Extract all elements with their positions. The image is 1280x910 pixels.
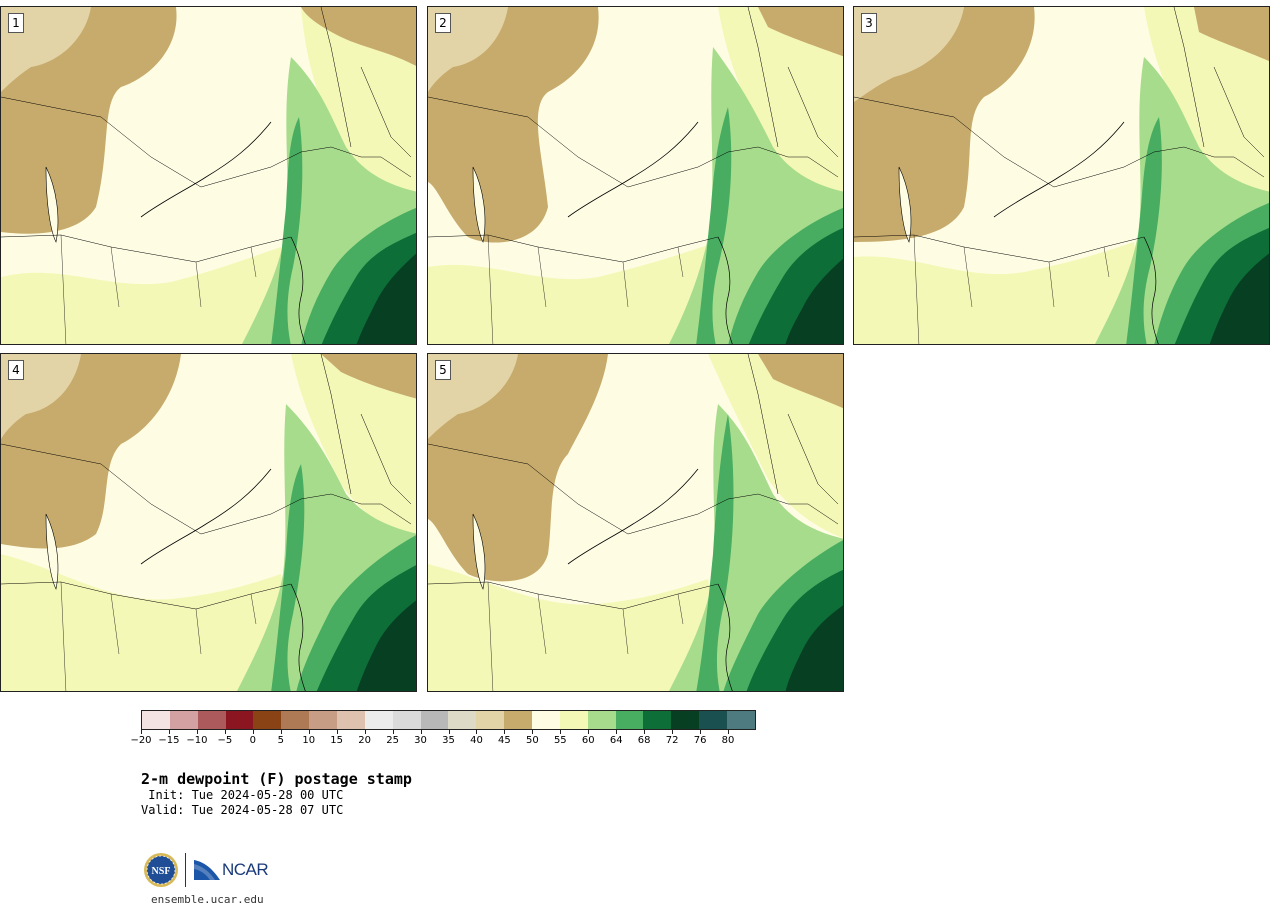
colorbar-swatch bbox=[225, 711, 254, 729]
colorbar-swatch bbox=[420, 711, 449, 729]
map-panel-2[interactable]: 2 bbox=[427, 6, 844, 345]
colorbar-tick-label: −10 bbox=[186, 735, 208, 746]
colorbar-tick bbox=[560, 730, 562, 734]
colorbar-tick-label: −15 bbox=[158, 735, 180, 746]
colorbar-tick-label: 50 bbox=[525, 735, 539, 746]
colorbar-tick bbox=[476, 730, 478, 734]
colorbar-tick bbox=[728, 730, 730, 734]
colorbar-tick bbox=[364, 730, 366, 734]
colorbar-swatch bbox=[504, 711, 533, 729]
colorbar-swatch bbox=[281, 711, 310, 729]
colorbar-swatch bbox=[197, 711, 226, 729]
colorbar-tick-label: 55 bbox=[553, 735, 567, 746]
colorbar-tick bbox=[588, 730, 590, 734]
colorbar-tick bbox=[252, 730, 254, 734]
colorbar-tick bbox=[224, 730, 226, 734]
panel-number: 2 bbox=[435, 13, 451, 33]
colorbar-tick bbox=[504, 730, 506, 734]
colorbar-tick bbox=[308, 730, 310, 734]
valid-time: Valid: Tue 2024-05-28 07 UTC bbox=[141, 803, 344, 817]
colorbar-swatch bbox=[532, 711, 560, 729]
colorbar-tick-label: 72 bbox=[665, 735, 679, 746]
colorbar-tick-label: 76 bbox=[693, 735, 707, 746]
colorbar bbox=[141, 710, 756, 730]
colorbar-swatch bbox=[253, 711, 282, 729]
colorbar-tick bbox=[196, 730, 198, 734]
panel-number: 4 bbox=[8, 360, 24, 380]
ncar-logo-text: NCAR bbox=[222, 860, 269, 879]
colorbar-tick-label: 25 bbox=[386, 735, 399, 746]
colorbar-tick bbox=[700, 730, 702, 734]
colorbar-swatch bbox=[559, 711, 588, 729]
panel-number: 3 bbox=[861, 13, 877, 33]
colorbar-tick-label: 30 bbox=[414, 735, 427, 746]
colorbar-tick-label: 20 bbox=[358, 735, 371, 746]
map-panel-5[interactable]: 5 bbox=[427, 353, 844, 692]
colorbar-tick bbox=[420, 730, 422, 734]
colorbar-tick bbox=[168, 730, 170, 734]
map-panel-4[interactable]: 4 bbox=[0, 353, 417, 692]
nsf-logo-icon: NSF bbox=[144, 853, 178, 887]
logo-divider bbox=[185, 853, 186, 887]
title-block: 2-m dewpoint (F) postage stamp Init: Tue… bbox=[141, 770, 412, 818]
ncar-logo-icon bbox=[194, 860, 220, 880]
colorbar-tick bbox=[616, 730, 618, 734]
dewpoint-map bbox=[854, 7, 1269, 344]
colorbar-tick-label: 80 bbox=[721, 735, 735, 746]
init-time: Init: Tue 2024-05-28 00 UTC bbox=[141, 788, 344, 802]
colorbar-tick bbox=[532, 730, 534, 734]
colorbar-tick-label: 35 bbox=[442, 735, 455, 746]
map-panel-1[interactable]: 1 bbox=[0, 6, 417, 345]
colorbar-tick bbox=[141, 730, 142, 734]
dewpoint-map bbox=[1, 354, 416, 691]
colorbar-tick-label: 5 bbox=[277, 735, 284, 746]
colorbar-swatch bbox=[671, 711, 700, 729]
dewpoint-map bbox=[428, 354, 843, 691]
colorbar-tick-label: 0 bbox=[249, 735, 256, 746]
colorbar-tick bbox=[672, 730, 674, 734]
colorbar-ticks: −20 −15 −10 −5 0 5 10 15 20 25 30 35 40 45 50 55 60 64 68 7… bbox=[130, 730, 756, 750]
plot-title: 2-m dewpoint (F) postage stamp bbox=[141, 770, 412, 788]
colorbar-swatch bbox=[476, 711, 505, 729]
colorbar-tick bbox=[644, 730, 646, 734]
colorbar-tick bbox=[280, 730, 282, 734]
panel-number: 1 bbox=[8, 13, 24, 33]
colorbar-swatch bbox=[169, 711, 198, 729]
colorbar-tick-label: −5 bbox=[217, 735, 233, 746]
colorbar-swatch bbox=[142, 711, 170, 729]
colorbar-swatch bbox=[699, 711, 728, 729]
colorbar-tick-label: 60 bbox=[581, 735, 595, 746]
site-url[interactable]: ensemble.ucar.edu bbox=[151, 893, 264, 906]
dewpoint-map bbox=[1, 7, 416, 344]
map-panel-3[interactable]: 3 bbox=[853, 6, 1270, 345]
colorbar-swatch bbox=[615, 711, 644, 729]
colorbar-tick-label: 45 bbox=[498, 735, 511, 746]
colorbar-tick bbox=[448, 730, 450, 734]
colorbar-tick bbox=[336, 730, 338, 734]
colorbar-tick-label: 10 bbox=[302, 735, 316, 746]
colorbar-swatch bbox=[727, 711, 755, 729]
colorbar-tick-label: −20 bbox=[130, 735, 152, 746]
colorbar-tick-label: 15 bbox=[330, 735, 344, 746]
colorbar-swatch bbox=[309, 711, 338, 729]
colorbar-swatch bbox=[337, 711, 365, 729]
colorbar-swatch bbox=[364, 711, 393, 729]
colorbar-swatch bbox=[643, 711, 672, 729]
colorbar-tick-label: 64 bbox=[609, 735, 623, 746]
colorbar-swatch bbox=[392, 711, 421, 729]
colorbar-swatch bbox=[587, 711, 616, 729]
panel-number: 5 bbox=[435, 360, 451, 380]
colorbar-tick-label: 40 bbox=[470, 735, 483, 746]
colorbar-tick bbox=[392, 730, 394, 734]
colorbar-tick-label: 68 bbox=[637, 735, 651, 746]
colorbar-swatch bbox=[448, 711, 477, 729]
nsf-logo-text: NSF bbox=[152, 866, 171, 877]
dewpoint-map bbox=[428, 7, 843, 344]
logos: NSF NCAR bbox=[143, 850, 269, 890]
